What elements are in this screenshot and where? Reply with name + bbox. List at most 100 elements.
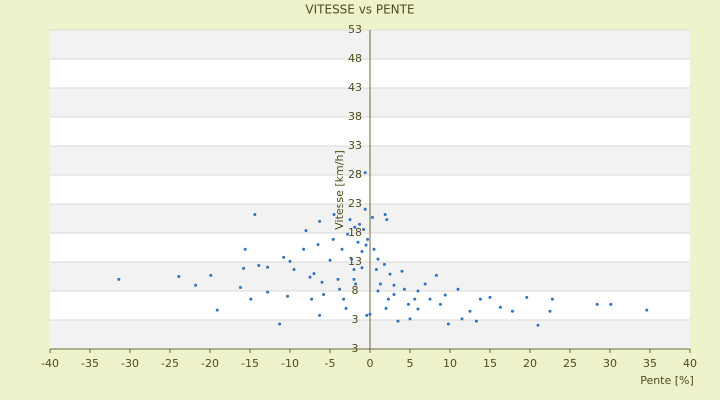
x-tick-label: 40 <box>683 357 697 370</box>
point <box>363 207 367 211</box>
point <box>215 308 219 312</box>
x-tick-label: 0 <box>367 357 374 370</box>
point <box>352 277 356 281</box>
point <box>318 313 322 317</box>
point <box>266 265 270 269</box>
x-tick-label: 20 <box>523 357 537 370</box>
point <box>416 307 420 311</box>
point <box>292 268 296 272</box>
point <box>365 313 369 317</box>
point <box>368 312 372 316</box>
point <box>413 297 417 301</box>
point <box>550 297 554 301</box>
point <box>374 268 378 272</box>
point <box>406 302 410 306</box>
point <box>340 247 344 251</box>
point <box>525 295 529 299</box>
point <box>360 250 364 254</box>
point <box>338 287 342 291</box>
point <box>385 218 389 222</box>
point <box>396 319 400 323</box>
point <box>318 219 322 223</box>
point <box>358 222 362 226</box>
point <box>308 275 312 279</box>
point <box>352 268 356 272</box>
point <box>322 292 326 296</box>
y-tick-label: 13 <box>348 255 362 268</box>
x-tick-label: -15 <box>241 357 259 370</box>
point <box>388 272 392 276</box>
point <box>438 302 442 306</box>
point <box>364 243 368 247</box>
point <box>363 171 367 175</box>
point <box>510 309 514 313</box>
point <box>443 293 447 297</box>
point <box>336 277 340 281</box>
point <box>177 275 181 278</box>
point <box>242 266 246 270</box>
x-tick-label: 35 <box>643 357 657 370</box>
x-tick-label: -30 <box>121 357 139 370</box>
point <box>402 287 406 291</box>
point <box>243 247 247 251</box>
point <box>353 225 357 229</box>
point <box>460 317 464 321</box>
point <box>474 319 478 323</box>
point <box>304 229 308 233</box>
y-tick-label: 38 <box>348 110 362 123</box>
x-tick-label: -35 <box>81 357 99 370</box>
y-tick-label: 28 <box>348 168 362 181</box>
point <box>536 323 540 327</box>
point <box>376 289 380 293</box>
x-tick-label: 10 <box>443 357 457 370</box>
point <box>350 257 354 261</box>
x-tick-label: -25 <box>161 357 179 370</box>
point <box>416 289 420 293</box>
point <box>117 277 121 281</box>
x-tick-label: -5 <box>325 357 336 370</box>
y-tick-label: 43 <box>348 81 362 94</box>
point <box>478 297 482 301</box>
point <box>423 282 427 286</box>
point <box>360 266 364 270</box>
point <box>354 282 358 286</box>
y-tick-label: 33 <box>348 139 362 152</box>
y-tick-label: 8 <box>352 284 359 297</box>
x-tick-label: 5 <box>407 357 414 370</box>
point <box>400 269 404 273</box>
point <box>310 297 314 301</box>
point <box>356 240 360 244</box>
point <box>408 317 412 321</box>
point <box>446 322 450 326</box>
point <box>312 272 316 276</box>
point <box>320 280 324 284</box>
chart-title: VITESSE vs PENTE <box>305 3 414 17</box>
point <box>372 247 376 251</box>
point <box>266 290 270 294</box>
point <box>498 305 502 309</box>
x-tick-label: -10 <box>281 357 299 370</box>
point <box>384 306 388 310</box>
y-tick-label: 23 <box>348 197 362 210</box>
point <box>209 273 213 277</box>
point <box>548 309 552 313</box>
point <box>288 259 292 263</box>
point <box>392 283 396 287</box>
point <box>428 297 432 301</box>
point <box>282 255 286 259</box>
point <box>328 258 332 262</box>
x-tick-label: 15 <box>483 357 497 370</box>
x-tick-label: 25 <box>563 357 577 370</box>
point <box>378 282 382 286</box>
point <box>434 273 438 277</box>
point <box>468 309 472 313</box>
point <box>376 257 380 261</box>
point <box>366 237 370 241</box>
point <box>382 262 386 266</box>
point <box>595 302 599 306</box>
y-tick-label: 3 <box>352 313 359 326</box>
point <box>286 294 290 298</box>
point <box>302 247 306 251</box>
